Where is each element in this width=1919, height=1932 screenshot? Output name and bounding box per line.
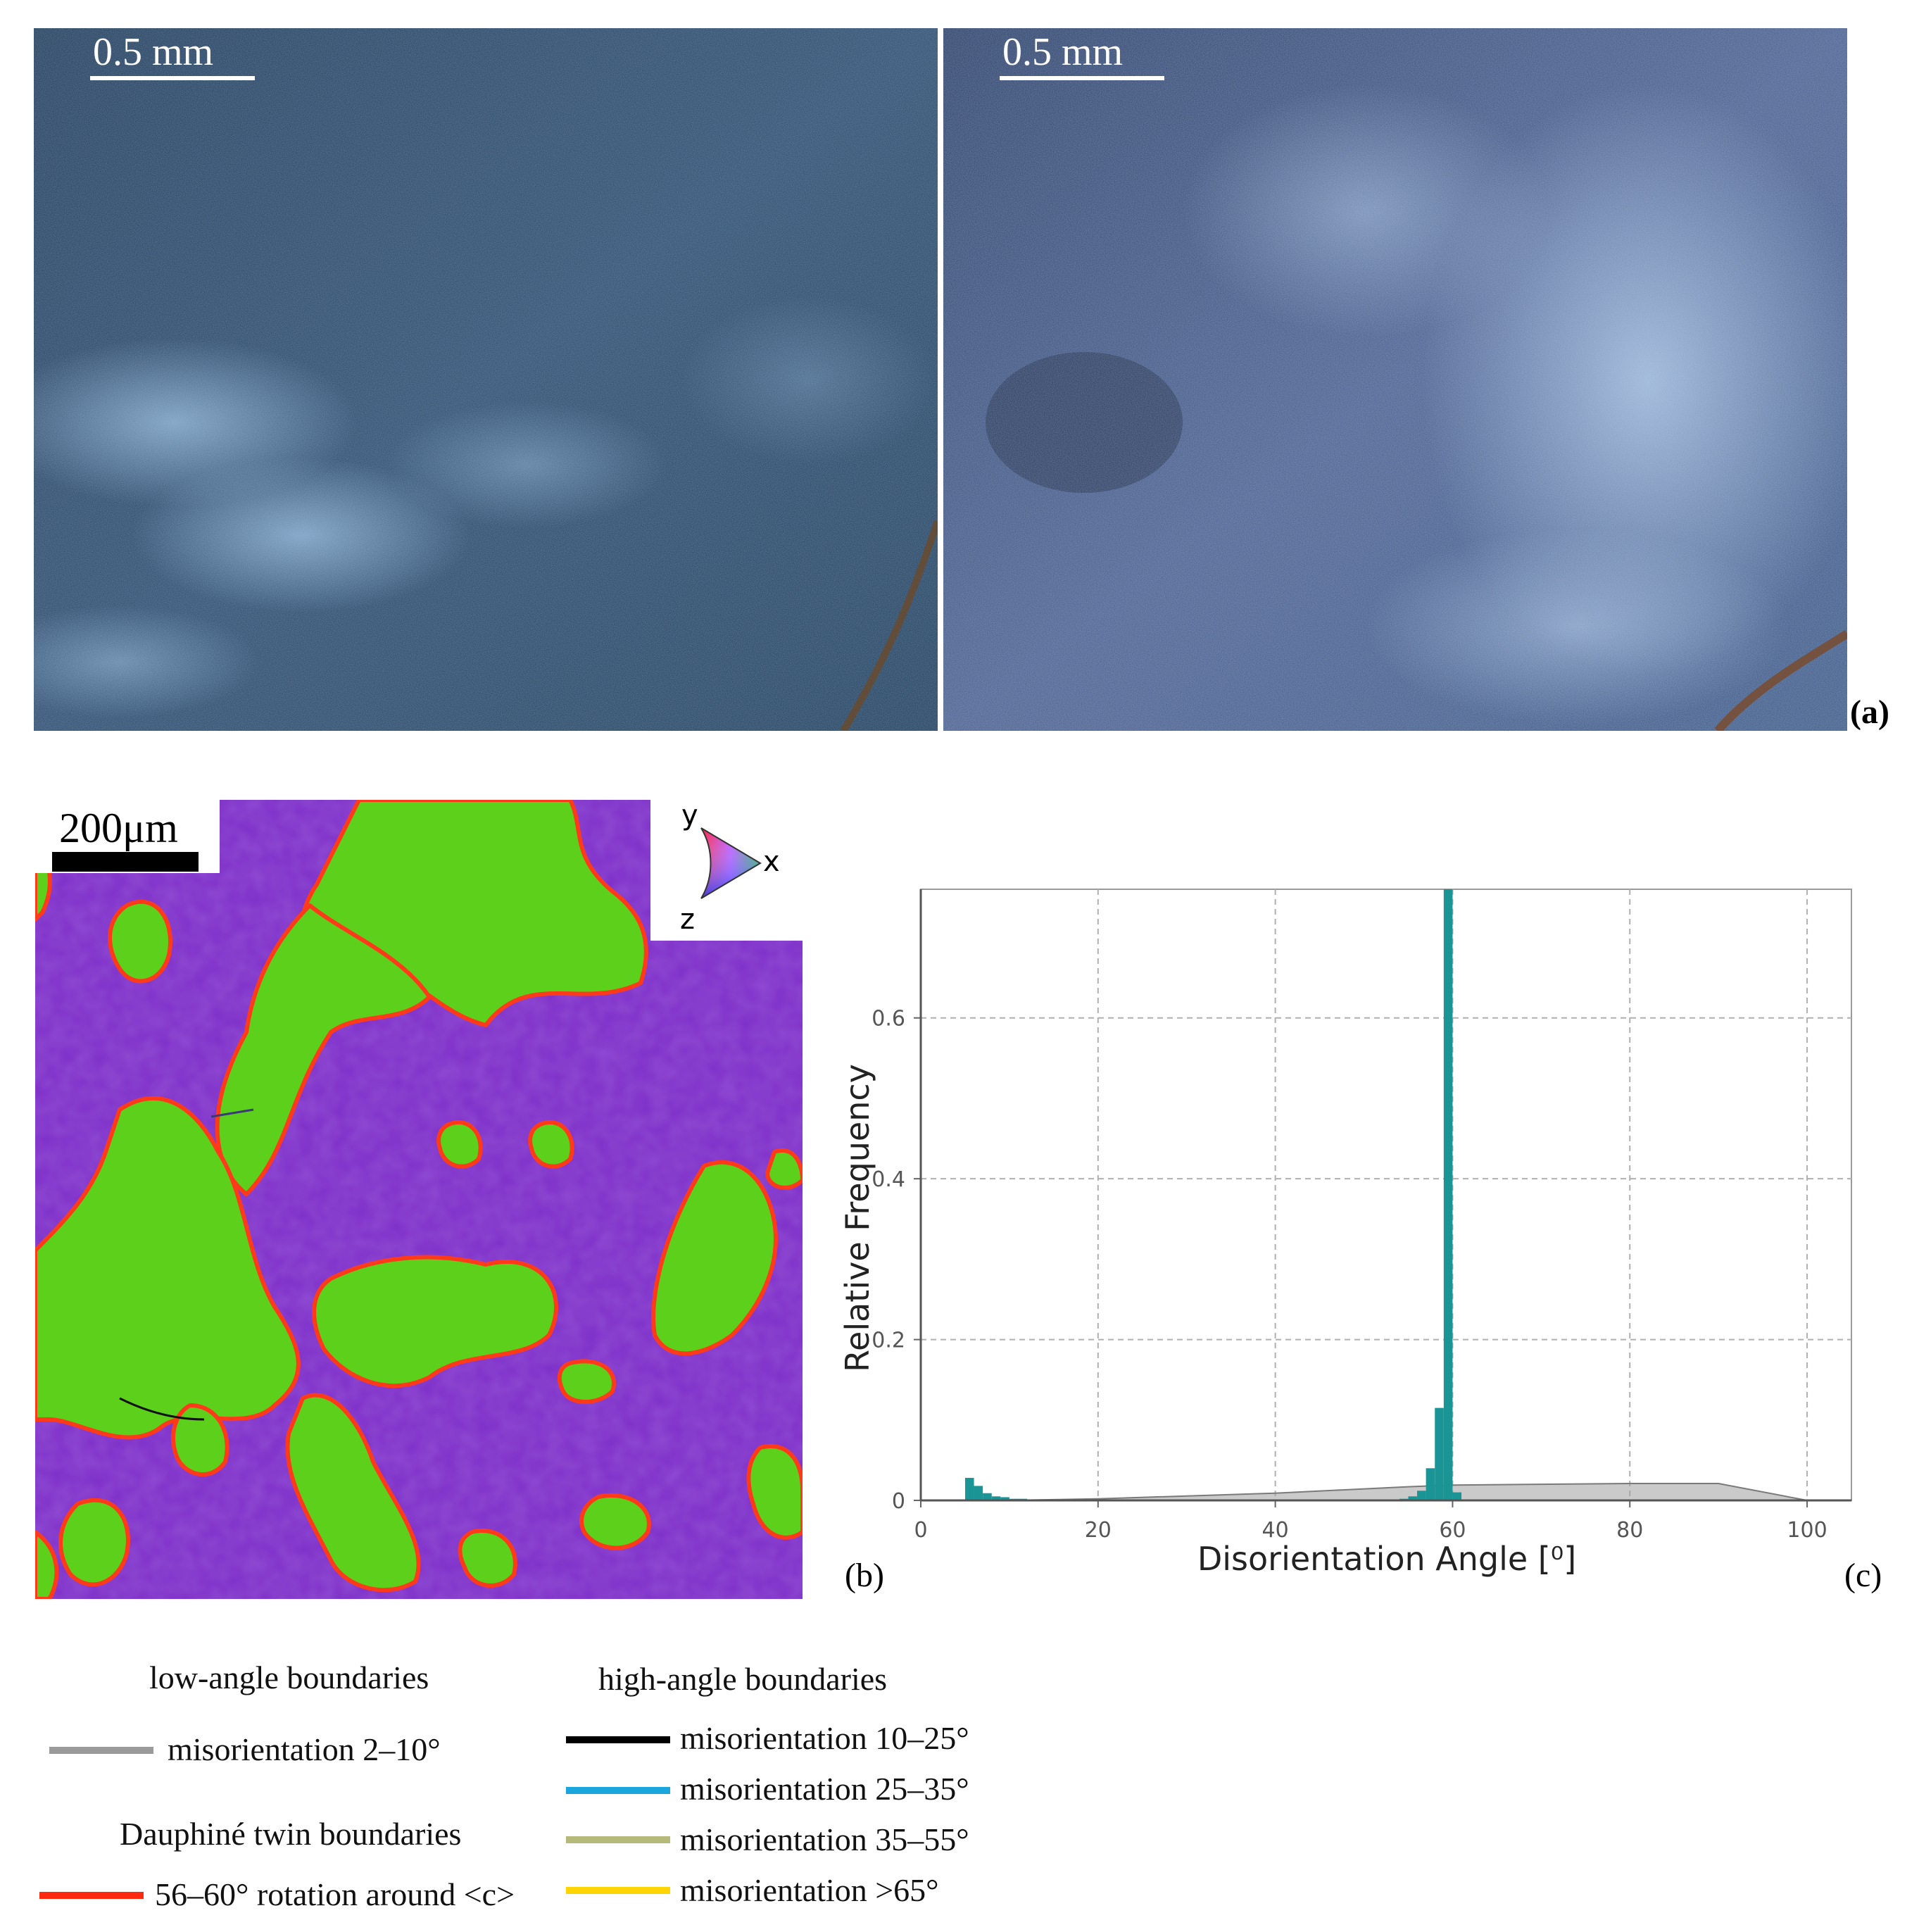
scale-bar-left: [90, 76, 255, 80]
ipf-triangle-icon: [700, 827, 762, 899]
y-tick-label: 0.6: [872, 1007, 905, 1031]
histogram-bar: [1000, 1497, 1009, 1500]
histogram-bar: [1408, 1496, 1418, 1500]
scale-bar-right: [1000, 76, 1164, 80]
legend-low-angle-swatch: [49, 1747, 153, 1754]
y-tick-label: 0.2: [872, 1329, 905, 1353]
legend-low-angle-label: misorientation 2–10°: [168, 1731, 441, 1767]
histogram-bar: [1417, 1491, 1426, 1500]
micrograph-left: 0.5 mm: [34, 28, 938, 731]
ipf-label-z: z: [680, 903, 695, 936]
scale-label-ebsd: 200μm: [59, 805, 178, 851]
micrograph-left-texture: [34, 28, 938, 731]
y-tick-label: 0: [892, 1489, 905, 1514]
ipf-label-x: x: [763, 846, 780, 878]
legend-high-angle-label-2: misorientation 25–35°: [680, 1771, 969, 1807]
legend-high-angle-title: high-angle boundaries: [598, 1661, 888, 1697]
plot-area: [920, 889, 1852, 1501]
ipf-key: y x z: [650, 800, 803, 941]
x-tick-label: 20: [1085, 1518, 1112, 1543]
histogram-bar: [983, 1493, 992, 1500]
legend-high-angle-label-3: misorientation 35–55°: [680, 1821, 969, 1857]
y-tick-label: 0.4: [872, 1167, 905, 1192]
scale-box: 200μm: [35, 800, 220, 873]
legend-high-angle-label-1: misorientation 10–25°: [680, 1720, 969, 1756]
disorientation-histogram: 0 20 40 60 80 100 0 0.2 0.4 0.6 Disorientation An…: [838, 889, 1852, 1578]
y-axis-label: Relative Frequency: [838, 1064, 876, 1372]
legend-high-angle-swatch-3: [566, 1836, 670, 1843]
legend-dauphine-label: 56–60° rotation around <c>: [155, 1876, 515, 1912]
histogram-bar: [1452, 1492, 1462, 1500]
histogram-bar: [1435, 1407, 1444, 1500]
histogram-bar: [964, 1478, 974, 1500]
histogram-bar: [1426, 1468, 1435, 1500]
x-axis-label: Disorientation Angle [⁰]: [1197, 1540, 1576, 1578]
histogram-bar: [1443, 889, 1453, 1500]
legend-dauphine-title: Dauphiné twin boundaries: [120, 1816, 462, 1852]
x-tick-label: 0: [914, 1518, 927, 1543]
ebsd-map: 200μm y x z: [35, 800, 803, 1599]
histogram-bar: [974, 1486, 983, 1500]
legend-high-angle-swatch-1: [566, 1736, 670, 1743]
x-tick-label: 40: [1262, 1518, 1289, 1543]
x-tick-label: 100: [1787, 1518, 1827, 1543]
micrograph-right-texture: [943, 28, 1847, 731]
chart-bars: [964, 889, 1462, 1500]
chart-axes: 0 20 40 60 80 100 0 0.2 0.4 0.6: [872, 889, 1851, 1543]
legend-high-angle-swatch-4: [566, 1887, 670, 1894]
legend-high-angle-label-4: misorientation >65°: [680, 1872, 939, 1908]
chart-grid: [921, 889, 1851, 1500]
scale-bar-ebsd: [52, 852, 199, 872]
ipf-label-y: y: [681, 800, 698, 832]
panel-c-label: (c): [1844, 1557, 1882, 1594]
histogram-bar: [991, 1496, 1001, 1500]
scale-label-left: 0.5 mm: [93, 30, 214, 74]
legend-dauphine-swatch: [39, 1892, 144, 1899]
panel-a-label: (a): [1850, 694, 1889, 731]
x-tick-label: 60: [1439, 1518, 1466, 1543]
micrograph-right: 0.5 mm: [943, 28, 1847, 731]
scale-label-right: 0.5 mm: [1002, 30, 1124, 74]
legend-low-angle-title: low-angle boundaries: [149, 1660, 429, 1695]
x-tick-label: 80: [1616, 1518, 1643, 1543]
legend-high-angle-swatch-2: [566, 1787, 670, 1794]
panel-b-label: (b): [845, 1557, 884, 1594]
